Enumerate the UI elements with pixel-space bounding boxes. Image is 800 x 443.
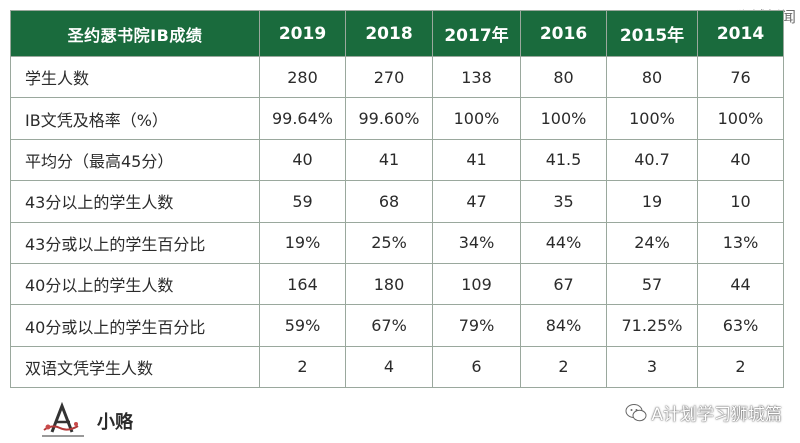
- table-cell: 19: [606, 180, 698, 223]
- table-title: 圣约瑟书院IB成绩: [10, 10, 260, 57]
- table-row: 平均分（最高45分） 40 41 41 41.5 40.7 40: [10, 138, 784, 182]
- row-label: 学生人数: [10, 55, 260, 99]
- author-name: 小赂: [97, 412, 133, 433]
- table-cell: 138: [432, 55, 521, 99]
- table-cell: 19%: [259, 221, 346, 264]
- row-label: 40分以上的学生人数: [10, 262, 260, 306]
- table-cell: 100%: [606, 97, 698, 140]
- year-header: 2016: [520, 10, 607, 57]
- table-cell: 13%: [697, 221, 784, 264]
- row-label: 43分或以上的学生百分比: [10, 221, 260, 264]
- table-cell: 47: [432, 180, 521, 223]
- table-cell: 100%: [520, 97, 607, 140]
- table-cell: 100%: [697, 97, 784, 140]
- table-row: IB文凭及格率（%） 99.64% 99.60% 100% 100% 100% 100%: [10, 97, 784, 140]
- year-header: 2017年: [432, 10, 521, 57]
- table-cell: 40.7: [606, 138, 698, 182]
- table-cell: 76: [697, 55, 784, 99]
- table-cell: 63%: [697, 304, 784, 347]
- table-cell: 99.60%: [345, 97, 433, 140]
- year-header: 2018: [345, 10, 433, 57]
- channel-name: A计划学习狮城篇: [651, 405, 782, 425]
- year-header: 2014: [697, 10, 784, 57]
- table-row: 双语文凭学生人数 2 4 6 2 3 2: [10, 345, 784, 389]
- table-cell: 270: [345, 55, 433, 99]
- table-cell: 3: [606, 345, 698, 389]
- row-label: 40分或以上的学生百分比: [10, 304, 260, 347]
- table-cell: 80: [606, 55, 698, 99]
- channel-brand: A计划学习狮城篇: [625, 400, 782, 425]
- table-cell: 280: [259, 55, 346, 99]
- row-label: 双语文凭学生人数: [10, 345, 260, 389]
- ib-results-table: 圣约瑟书院IB成绩 2019 2018 2017年 2016 2015年 201…: [10, 10, 784, 389]
- table-header-row: 圣约瑟书院IB成绩 2019 2018 2017年 2016 2015年 201…: [10, 10, 784, 57]
- table-cell: 6: [432, 345, 521, 389]
- table-cell: 34%: [432, 221, 521, 264]
- table-row: 40分或以上的学生百分比 59% 67% 79% 84% 71.25% 63%: [10, 304, 784, 347]
- table-cell: 59: [259, 180, 346, 223]
- table-row: 43分或以上的学生百分比 19% 25% 34% 44% 24% 13%: [10, 221, 784, 264]
- table-cell: 109: [432, 262, 521, 306]
- table-cell: 67%: [345, 304, 433, 347]
- year-header: 2019: [259, 10, 346, 57]
- table-cell: 80: [520, 55, 607, 99]
- table-cell: 57: [606, 262, 698, 306]
- wechat-icon: [625, 403, 647, 421]
- table-cell: 84%: [520, 304, 607, 347]
- table-cell: 4: [345, 345, 433, 389]
- table-cell: 25%: [345, 221, 433, 264]
- table-row: 40分以上的学生人数 164 180 109 67 57 44: [10, 262, 784, 306]
- table-cell: 40: [697, 138, 784, 182]
- table-cell: 59%: [259, 304, 346, 347]
- row-label: 43分以上的学生人数: [10, 180, 260, 223]
- table-cell: 40: [259, 138, 346, 182]
- table-cell: 68: [345, 180, 433, 223]
- row-label: 平均分（最高45分）: [10, 138, 260, 182]
- table-cell: 10: [697, 180, 784, 223]
- table-cell: 100%: [432, 97, 521, 140]
- table-cell: 24%: [606, 221, 698, 264]
- table-cell: 2: [520, 345, 607, 389]
- table-row: 43分以上的学生人数 59 68 47 35 19 10: [10, 180, 784, 223]
- table-cell: 44%: [520, 221, 607, 264]
- brand-logo-icon: [42, 402, 84, 437]
- row-label: IB文凭及格率（%）: [10, 97, 260, 140]
- table-cell: 2: [259, 345, 346, 389]
- table-cell: 67: [520, 262, 607, 306]
- table-cell: 41: [432, 138, 521, 182]
- table-cell: 41.5: [520, 138, 607, 182]
- table-cell: 2: [697, 345, 784, 389]
- table-cell: 71.25%: [606, 304, 698, 347]
- table-cell: 164: [259, 262, 346, 306]
- table-cell: 99.64%: [259, 97, 346, 140]
- table-cell: 180: [345, 262, 433, 306]
- table-row: 学生人数 280 270 138 80 80 76: [10, 55, 784, 99]
- table-cell: 44: [697, 262, 784, 306]
- year-header: 2015年: [606, 10, 698, 57]
- table-cell: 35: [520, 180, 607, 223]
- table-cell: 79%: [432, 304, 521, 347]
- table-cell: 41: [345, 138, 433, 182]
